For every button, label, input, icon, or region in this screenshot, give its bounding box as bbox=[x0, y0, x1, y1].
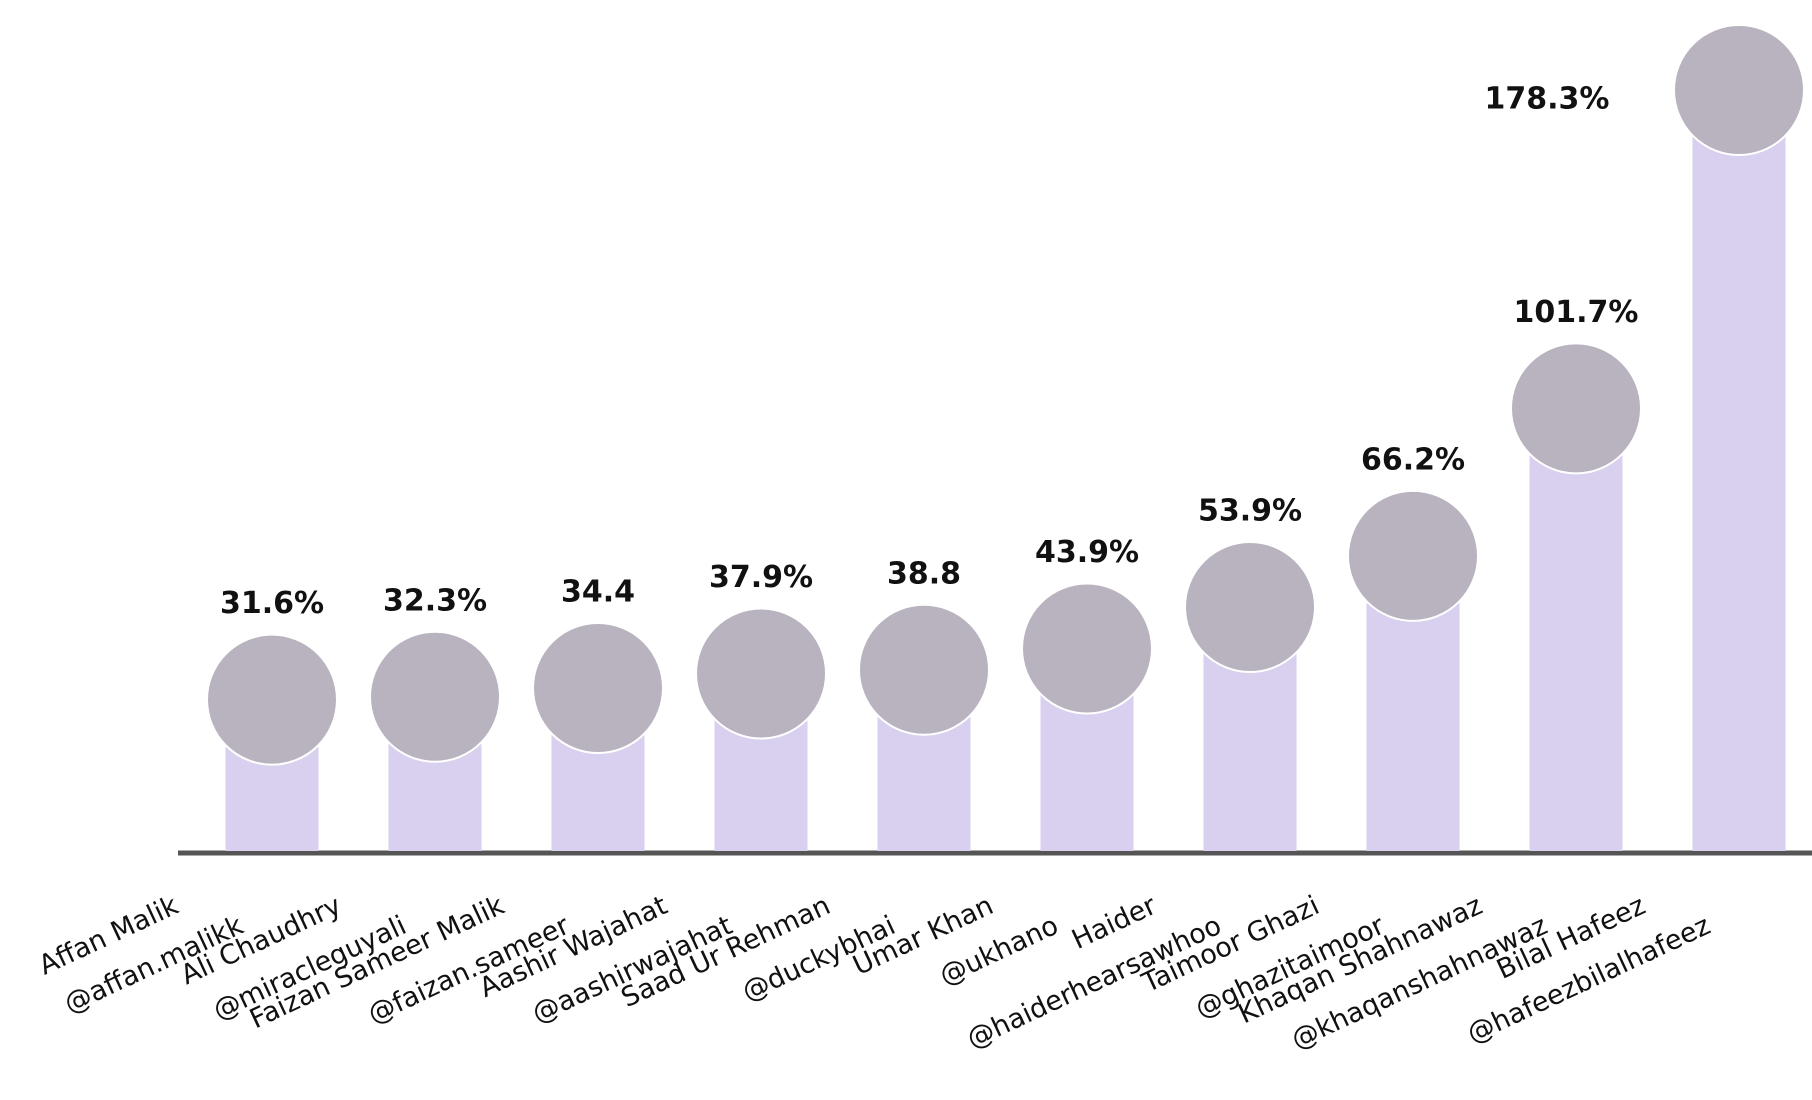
avatar bbox=[370, 632, 500, 762]
avatar bbox=[859, 605, 989, 735]
avatar bbox=[533, 623, 663, 753]
value-label: 43.9% bbox=[1035, 535, 1139, 570]
value-label: 38.8 bbox=[887, 556, 961, 591]
bar bbox=[1530, 428, 1623, 851]
value-label: 37.9% bbox=[709, 560, 813, 595]
value-label: 53.9% bbox=[1198, 493, 1302, 528]
value-label: 66.2% bbox=[1361, 442, 1465, 477]
avatar bbox=[696, 608, 826, 738]
avatar bbox=[1511, 343, 1641, 473]
value-label: 101.7% bbox=[1514, 295, 1639, 330]
avatar bbox=[207, 635, 337, 765]
avatar bbox=[1022, 584, 1152, 714]
value-label: 31.6% bbox=[220, 586, 324, 621]
bar bbox=[1693, 110, 1786, 851]
avatar bbox=[1674, 25, 1804, 155]
avatar bbox=[1348, 491, 1478, 621]
value-label: 34.4 bbox=[561, 575, 635, 610]
value-label: 32.3% bbox=[383, 583, 487, 618]
chart: 31.6%Affan Malik@affan.malikk32.3%Ali Ch… bbox=[0, 0, 1812, 1100]
avatar bbox=[1185, 542, 1315, 672]
value-label: 178.3% bbox=[1485, 82, 1610, 117]
